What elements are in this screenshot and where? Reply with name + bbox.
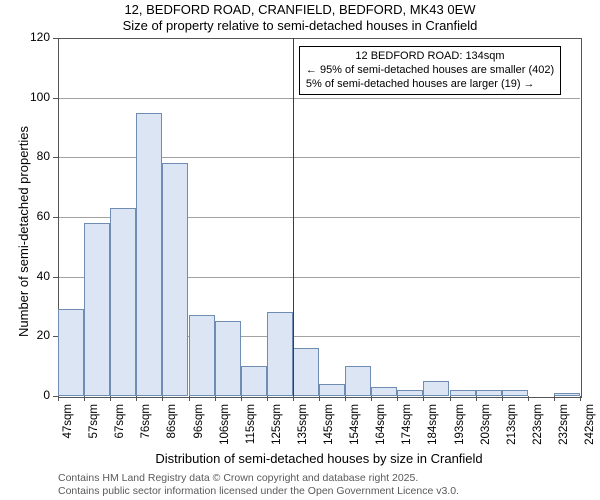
histogram-bar	[502, 390, 528, 396]
x-tick-mark	[476, 396, 477, 401]
x-tick-label: 223sqm	[532, 404, 544, 474]
x-tick-mark	[554, 396, 555, 401]
histogram-bar	[215, 321, 241, 396]
x-tick-label: 125sqm	[271, 404, 283, 474]
x-tick-label: 96sqm	[193, 404, 205, 474]
x-tick-mark	[58, 396, 59, 401]
x-tick-mark	[110, 396, 111, 401]
x-tick-mark	[293, 396, 294, 401]
histogram-bar	[84, 223, 110, 396]
y-tick-label: 60	[20, 209, 50, 223]
x-tick-mark	[371, 396, 372, 401]
footer-attribution: Contains HM Land Registry data © Crown c…	[58, 472, 459, 498]
x-tick-mark	[189, 396, 190, 401]
histogram-bar	[136, 113, 162, 396]
y-tick-label: 0	[20, 388, 50, 402]
footer-line-2: Contains public sector information licen…	[58, 485, 459, 498]
histogram-bar	[319, 384, 345, 396]
x-tick-label: 145sqm	[323, 404, 335, 474]
chart-container: 12, BEDFORD ROAD, CRANFIELD, BEDFORD, MK…	[0, 0, 600, 500]
x-tick-label: 193sqm	[454, 404, 466, 474]
histogram-bar	[241, 366, 267, 396]
x-tick-mark	[267, 396, 268, 401]
y-tick-label: 100	[20, 90, 50, 104]
histogram-bar	[476, 390, 502, 396]
x-tick-label: 67sqm	[114, 404, 126, 474]
x-tick-label: 115sqm	[245, 404, 257, 474]
x-tick-label: 57sqm	[88, 404, 100, 474]
x-tick-mark	[450, 396, 451, 401]
histogram-bar	[371, 387, 397, 396]
annotation-box: 12 BEDFORD ROAD: 134sqm ← 95% of semi-de…	[299, 46, 561, 95]
x-tick-label: 232sqm	[558, 404, 570, 474]
chart-title-main: 12, BEDFORD ROAD, CRANFIELD, BEDFORD, MK…	[0, 2, 600, 17]
histogram-bar	[110, 208, 136, 396]
x-tick-label: 203sqm	[480, 404, 492, 474]
y-tick-label: 40	[20, 269, 50, 283]
x-tick-mark	[84, 396, 85, 401]
y-tick-mark	[53, 157, 58, 158]
x-tick-label: 135sqm	[297, 404, 309, 474]
x-tick-label: 213sqm	[506, 404, 518, 474]
x-tick-mark	[162, 396, 163, 401]
y-tick-mark	[53, 98, 58, 99]
x-tick-mark	[502, 396, 503, 401]
reference-line	[293, 38, 294, 396]
x-tick-label: 164sqm	[375, 404, 387, 474]
y-tick-mark	[53, 217, 58, 218]
x-tick-label: 184sqm	[427, 404, 439, 474]
y-tick-label: 20	[20, 328, 50, 342]
y-tick-label: 120	[20, 30, 50, 44]
x-tick-mark	[319, 396, 320, 401]
y-tick-label: 80	[20, 149, 50, 163]
x-tick-mark	[345, 396, 346, 401]
y-tick-mark	[53, 38, 58, 39]
y-gridline	[58, 98, 580, 99]
histogram-bar	[397, 390, 423, 396]
annotation-line1: ← 95% of semi-detached houses are smalle…	[306, 64, 554, 78]
x-tick-mark	[136, 396, 137, 401]
x-tick-mark	[215, 396, 216, 401]
x-tick-label: 86sqm	[166, 404, 178, 474]
histogram-bar	[345, 366, 371, 396]
x-tick-label: 106sqm	[219, 404, 231, 474]
histogram-bar	[267, 312, 293, 396]
y-tick-mark	[53, 277, 58, 278]
x-tick-mark	[423, 396, 424, 401]
histogram-bar	[162, 163, 188, 396]
x-tick-label: 154sqm	[349, 404, 361, 474]
histogram-bar	[189, 315, 215, 396]
histogram-bar	[293, 348, 319, 396]
histogram-bar	[450, 390, 476, 396]
x-tick-mark	[397, 396, 398, 401]
chart-title-sub: Size of property relative to semi-detach…	[0, 18, 600, 33]
annotation-line2: 5% of semi-detached houses are larger (1…	[306, 78, 554, 92]
x-tick-mark	[580, 396, 581, 401]
x-tick-label: 76sqm	[140, 404, 152, 474]
histogram-bar	[554, 393, 580, 396]
histogram-bar	[58, 309, 84, 396]
x-tick-label: 242sqm	[584, 404, 596, 474]
x-tick-mark	[528, 396, 529, 401]
histogram-bar	[423, 381, 449, 396]
x-tick-label: 47sqm	[62, 404, 74, 474]
x-axis-label: Distribution of semi-detached houses by …	[58, 451, 580, 466]
annotation-title: 12 BEDFORD ROAD: 134sqm	[306, 50, 554, 64]
x-tick-label: 174sqm	[401, 404, 413, 474]
x-tick-mark	[241, 396, 242, 401]
